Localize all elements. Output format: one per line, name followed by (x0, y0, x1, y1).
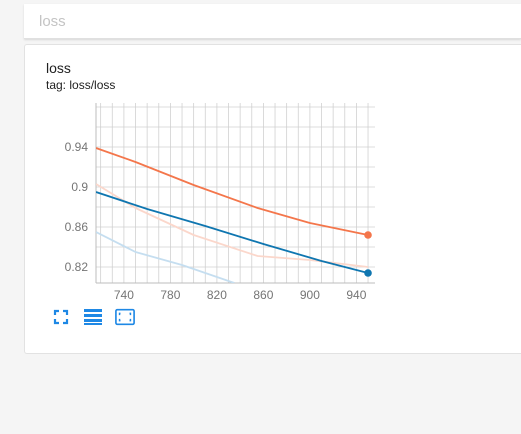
series-end-point (364, 231, 372, 239)
scalar-chart-card: loss tag: loss/loss 0.82 0.86 0.9 0.94 740 78… (24, 44, 521, 354)
y-tick-label: 0.86 (65, 220, 89, 234)
series-line (96, 183, 369, 268)
fullscreen-button[interactable] (51, 307, 71, 327)
fit-domain-icon (115, 308, 135, 326)
x-tick-label: 780 (160, 288, 180, 302)
fit-domain-button[interactable] (115, 307, 135, 327)
search-input[interactable]: loss (39, 13, 66, 30)
x-tick-label: 820 (207, 288, 227, 302)
series-line (96, 191, 369, 274)
search-bar[interactable]: loss (24, 4, 521, 39)
card-tag: tag: loss/loss (46, 78, 116, 92)
card-title: loss (46, 60, 71, 76)
series-end-point (364, 269, 372, 277)
x-tick-label: 740 (114, 288, 134, 302)
x-tick-label: 900 (300, 288, 320, 302)
x-tick-label: 860 (253, 288, 273, 302)
x-tick-label: 940 (346, 288, 366, 302)
y-tick-label: 0.82 (65, 260, 89, 274)
chart-toolbar (51, 307, 135, 327)
y-tick-label: 0.9 (71, 180, 88, 194)
toggle-lines-icon (84, 309, 102, 325)
series-line (96, 231, 235, 283)
fullscreen-icon (53, 309, 69, 325)
toggle-lines-button[interactable] (83, 307, 103, 327)
series-line (96, 147, 369, 236)
loss-chart[interactable]: 0.82 0.86 0.9 0.94 740 780 820 860 900 940 (25, 45, 521, 307)
y-tick-label: 0.94 (65, 140, 89, 154)
